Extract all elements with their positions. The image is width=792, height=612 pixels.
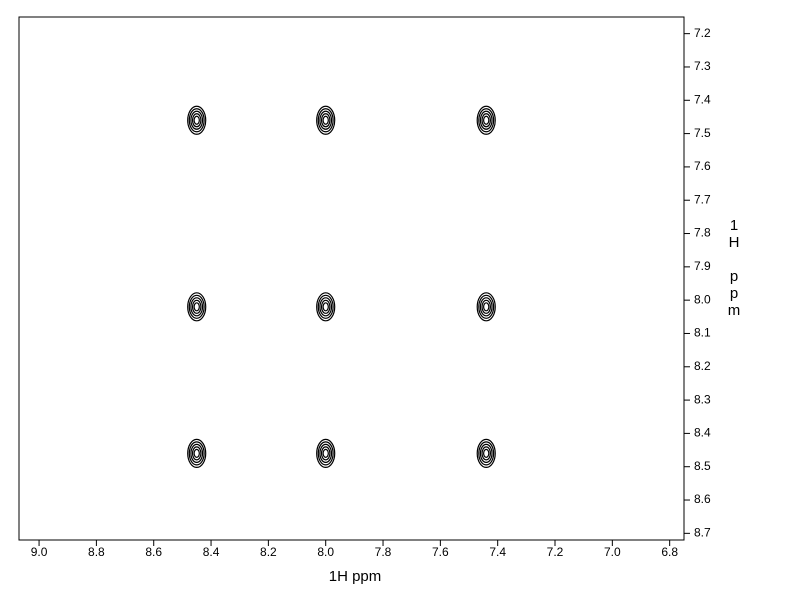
- contour-level: [322, 115, 329, 125]
- y-axis-title: 1H ppm: [726, 217, 743, 319]
- contour-level: [481, 446, 492, 461]
- y-tick-label: 8.3: [694, 392, 711, 406]
- peak-contour: [476, 105, 496, 135]
- contour-level: [476, 292, 496, 322]
- peak-contour: [316, 105, 336, 135]
- peak-contour: [476, 438, 496, 468]
- x-tick-label: 8.2: [260, 545, 277, 559]
- y-tick-label: 7.8: [694, 226, 711, 240]
- contour-level: [191, 446, 202, 461]
- contour-level: [322, 448, 329, 458]
- contour-level: [187, 438, 207, 468]
- y-tick-label: 7.3: [694, 59, 711, 73]
- x-tick-label: 7.6: [432, 545, 449, 559]
- contour-level: [478, 294, 495, 319]
- contour-level: [322, 302, 329, 312]
- contour-level: [188, 294, 205, 319]
- x-tick-label: 7.8: [375, 545, 392, 559]
- peak-contour: [187, 438, 207, 468]
- x-tick-label: 7.0: [604, 545, 621, 559]
- contour-level: [191, 299, 202, 314]
- x-axis-title: 1H ppm: [329, 568, 382, 585]
- contour-level: [317, 441, 334, 466]
- y-tick-label: 7.4: [694, 92, 711, 106]
- contour-level: [481, 299, 492, 314]
- contour-level: [479, 297, 493, 317]
- contour-level: [316, 438, 336, 468]
- y-tick-label: 7.5: [694, 126, 711, 140]
- contour-level: [191, 113, 202, 128]
- contour-level: [476, 105, 496, 135]
- contour-level: [483, 448, 490, 458]
- peak-contour: [187, 292, 207, 322]
- x-tick-label: 8.6: [145, 545, 162, 559]
- peak-contour: [476, 292, 496, 322]
- y-tick-label: 7.6: [694, 159, 711, 173]
- contour-level: [478, 108, 495, 133]
- contour-level: [483, 302, 490, 312]
- contour-level: [193, 115, 200, 125]
- contour-level: [316, 105, 336, 135]
- contour-level: [317, 294, 334, 319]
- x-tick-label: 8.4: [203, 545, 220, 559]
- contour-level: [316, 292, 336, 322]
- x-tick-label: 8.8: [88, 545, 105, 559]
- y-tick-label: 8.4: [694, 426, 711, 440]
- contour-level: [476, 438, 496, 468]
- contour-level: [188, 108, 205, 133]
- y-tick-label: 7.2: [694, 26, 711, 40]
- contour-level: [187, 292, 207, 322]
- y-tick-label: 8.1: [694, 326, 711, 340]
- x-tick-label: 9.0: [31, 545, 48, 559]
- contour-level: [479, 443, 493, 463]
- x-tick-label: 7.2: [547, 545, 564, 559]
- y-tick-label: 8.6: [694, 492, 711, 506]
- contour-level: [317, 108, 334, 133]
- contour-level: [193, 448, 200, 458]
- y-tick-label: 8.0: [694, 292, 711, 306]
- contour-level: [187, 105, 207, 135]
- peak-contour: [316, 292, 336, 322]
- peak-contour: [187, 105, 207, 135]
- contour-level: [320, 446, 331, 461]
- contour-level: [190, 297, 204, 317]
- y-tick-label: 8.7: [694, 526, 711, 540]
- y-tick-label: 7.7: [694, 192, 711, 206]
- contour-level: [320, 113, 331, 128]
- contour-level: [319, 443, 333, 463]
- contour-level: [193, 302, 200, 312]
- y-tick-label: 8.2: [694, 359, 711, 373]
- x-tick-label: 8.0: [317, 545, 334, 559]
- contour-level: [481, 113, 492, 128]
- contour-level: [479, 110, 493, 130]
- contour-level: [478, 441, 495, 466]
- contour-level: [483, 115, 490, 125]
- contour-level: [190, 443, 204, 463]
- plot-frame: [18, 16, 685, 541]
- contour-level: [190, 110, 204, 130]
- x-tick-label: 6.8: [661, 545, 678, 559]
- peak-contour: [316, 438, 336, 468]
- y-tick-label: 8.5: [694, 459, 711, 473]
- x-tick-label: 7.4: [489, 545, 506, 559]
- contour-level: [319, 297, 333, 317]
- y-tick-label: 7.9: [694, 259, 711, 273]
- contour-level: [319, 110, 333, 130]
- contour-level: [320, 299, 331, 314]
- contour-level: [188, 441, 205, 466]
